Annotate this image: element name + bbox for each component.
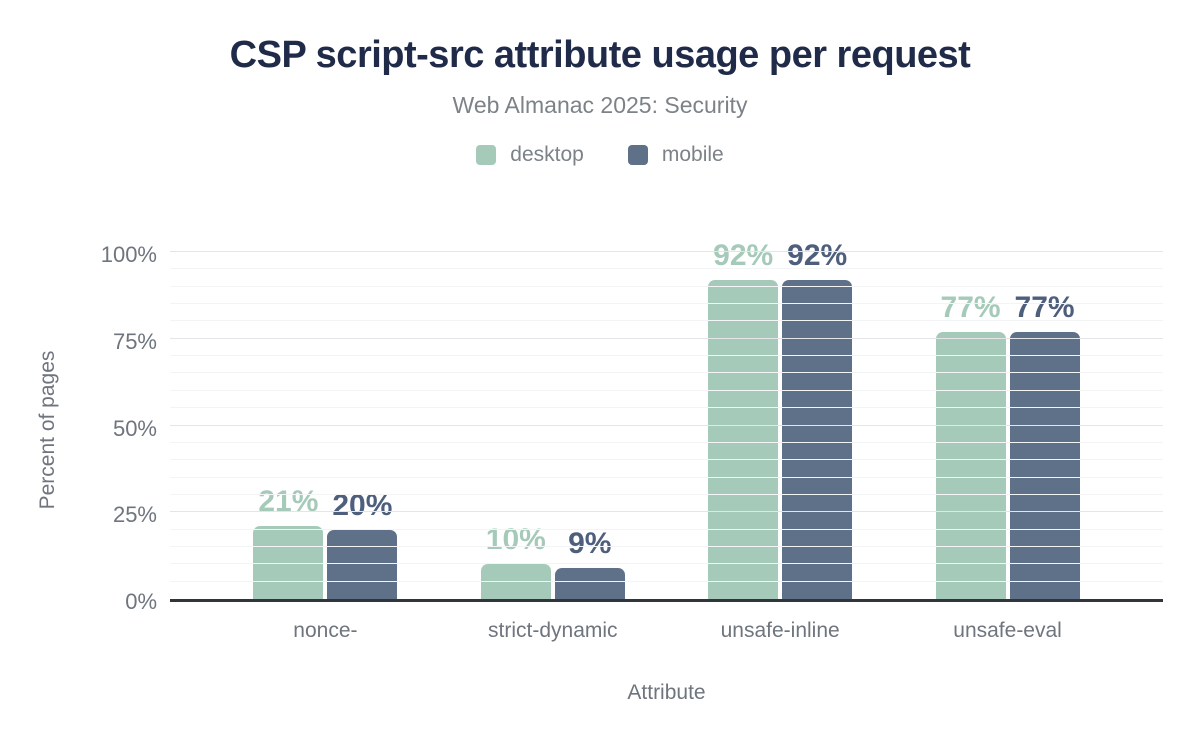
bar-slot: 9% bbox=[554, 527, 625, 599]
bar-slot: 10% bbox=[480, 523, 551, 599]
category-label-unsafe-eval: unsafe-eval bbox=[953, 619, 1062, 642]
gridline bbox=[170, 528, 1163, 530]
bar-slot: 92% bbox=[708, 239, 779, 599]
bar-value-label: 9% bbox=[568, 526, 612, 560]
category-label-unsafe-inline: unsafe-inline bbox=[720, 619, 840, 642]
bar-group-strict-dynamic: 10% 9% bbox=[480, 523, 625, 599]
gridline bbox=[170, 545, 1163, 547]
gridline bbox=[170, 580, 1163, 582]
bar-group-unsafe-inline: 92% 92% bbox=[708, 239, 853, 599]
y-tick-label: 0% bbox=[125, 589, 157, 614]
x-axis-title: Attribute bbox=[627, 681, 706, 704]
bar-value-label: 92% bbox=[787, 238, 848, 272]
y-tick-label: 100% bbox=[100, 242, 157, 267]
gridline bbox=[170, 459, 1163, 461]
legend-swatch-icon bbox=[627, 145, 648, 165]
gridline bbox=[170, 407, 1163, 409]
gridline bbox=[170, 320, 1163, 322]
legend-label: desktop bbox=[510, 143, 584, 166]
gridline bbox=[170, 268, 1163, 270]
bar-value-label: 77% bbox=[940, 290, 1001, 324]
gridline bbox=[170, 303, 1163, 305]
y-tick-label: 25% bbox=[112, 502, 157, 528]
gridline bbox=[170, 511, 1163, 513]
bar-mobile-unsafe-inline[interactable] bbox=[782, 279, 853, 599]
bar-value-label: 92% bbox=[713, 238, 774, 272]
gridline bbox=[170, 285, 1163, 287]
gridline bbox=[170, 389, 1163, 391]
bar-mobile-strict-dynamic[interactable] bbox=[554, 567, 625, 599]
bar-desktop-unsafe-inline[interactable] bbox=[708, 279, 779, 599]
y-axis-title: Percent of pages bbox=[36, 350, 59, 510]
gridline bbox=[170, 476, 1163, 478]
gridline bbox=[170, 493, 1163, 495]
bar-value-label: 77% bbox=[1014, 290, 1075, 324]
bar-slot: 77% bbox=[935, 291, 1006, 599]
bar-desktop-unsafe-eval[interactable] bbox=[935, 331, 1006, 599]
legend: desktop mobile bbox=[0, 143, 1200, 167]
legend-swatch-icon bbox=[476, 145, 497, 165]
gridline bbox=[170, 424, 1163, 426]
category-label-nonce-: nonce- bbox=[293, 619, 358, 642]
gridline bbox=[170, 337, 1163, 339]
x-labels: nonce-strict-dynamic unsafe-inline unsafe-… bbox=[170, 619, 1163, 643]
bar-desktop-nonce-[interactable] bbox=[253, 526, 324, 599]
legend-label: mobile bbox=[661, 143, 724, 166]
legend-item-desktop[interactable]: desktop bbox=[476, 143, 584, 167]
bar-group-unsafe-eval: 77% 77% bbox=[935, 291, 1080, 599]
bar-groups: 21% 20% 10% 9% 92% 92% 77% 77% bbox=[170, 239, 1163, 599]
bar-value-label: 21% bbox=[258, 485, 319, 519]
chart-title: CSP script-src attribute usage per reque… bbox=[229, 34, 971, 76]
legend-item-mobile[interactable]: mobile bbox=[627, 143, 724, 167]
y-tick-label: 75% bbox=[112, 328, 157, 354]
chart-subtitle: Web Almanac 2025: Security bbox=[452, 92, 748, 118]
bar-slot: 77% bbox=[1009, 291, 1080, 599]
gridline bbox=[170, 355, 1163, 357]
bar-slot: 92% bbox=[782, 239, 853, 599]
gridline bbox=[170, 563, 1163, 565]
gridline bbox=[170, 251, 1163, 252]
plot-area: 21% 20% 10% 9% 92% 92% 77% 77% bbox=[170, 239, 1163, 602]
bar-desktop-strict-dynamic[interactable] bbox=[480, 564, 551, 599]
bar-slot: 21% bbox=[253, 485, 324, 599]
category-label-strict-dynamic: strict-dynamic bbox=[488, 619, 618, 642]
bar-group-nonce-: 21% 20% bbox=[253, 485, 398, 599]
gridline bbox=[170, 372, 1163, 374]
y-tick-label: 50% bbox=[112, 415, 157, 441]
y-ticks: 0% 25% 50% 75% 100% bbox=[60, 243, 157, 614]
bar-mobile-unsafe-eval[interactable] bbox=[1009, 331, 1080, 599]
gridline bbox=[170, 441, 1163, 443]
